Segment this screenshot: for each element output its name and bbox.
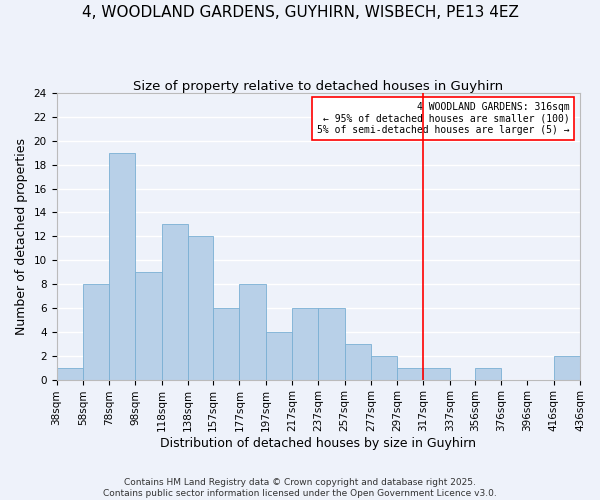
Bar [188,236,213,380]
Bar [424,368,450,380]
Title: Size of property relative to detached houses in Guyhirn: Size of property relative to detached ho… [133,80,503,93]
Y-axis label: Number of detached properties: Number of detached properties [15,138,28,335]
Bar [162,224,188,380]
Text: Contains HM Land Registry data © Crown copyright and database right 2025.
Contai: Contains HM Land Registry data © Crown c… [103,478,497,498]
Text: 4 WOODLAND GARDENS: 316sqm
← 95% of detached houses are smaller (100)
5% of semi: 4 WOODLAND GARDENS: 316sqm ← 95% of deta… [317,102,569,135]
Bar [318,308,344,380]
Bar [83,284,109,380]
Bar [292,308,318,380]
Bar [213,308,239,380]
Bar [266,332,292,380]
Bar [239,284,266,380]
Bar [56,368,83,380]
Bar [136,272,162,380]
Bar [371,356,397,380]
Bar [554,356,580,380]
Text: 4, WOODLAND GARDENS, GUYHIRN, WISBECH, PE13 4EZ: 4, WOODLAND GARDENS, GUYHIRN, WISBECH, P… [82,5,518,20]
Bar [109,152,136,380]
X-axis label: Distribution of detached houses by size in Guyhirn: Distribution of detached houses by size … [160,437,476,450]
Bar [475,368,501,380]
Bar [344,344,371,380]
Bar [397,368,424,380]
